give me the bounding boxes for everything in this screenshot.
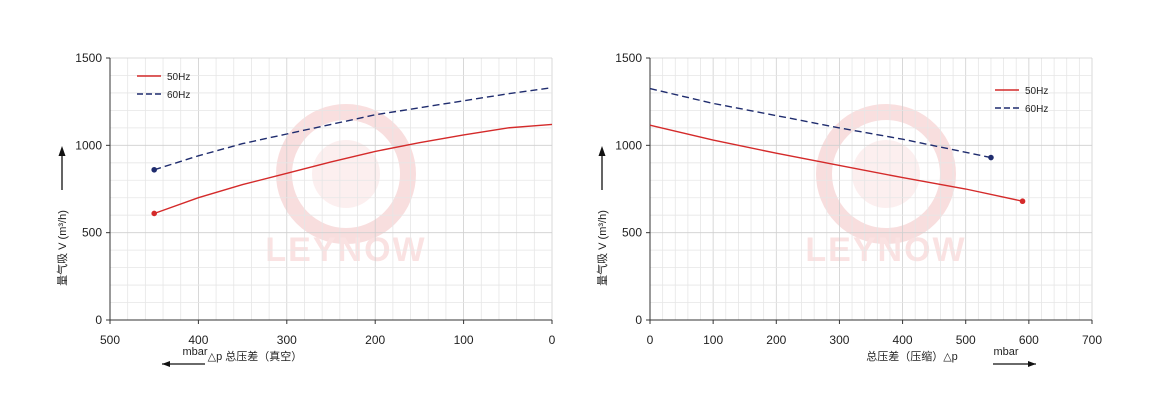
- y-tick-label: 0: [95, 313, 102, 327]
- y-axis-label: 量气吸 V (m³/h): [595, 210, 609, 286]
- x-tick-label: 200: [365, 333, 385, 347]
- x-tick-label: 400: [188, 333, 208, 347]
- x-unit-arrowhead: [1028, 361, 1036, 367]
- series-endpoint-60hz: [151, 166, 157, 173]
- x-tick-label: 0: [647, 333, 654, 347]
- x-tick-label: 400: [893, 333, 913, 347]
- y-tick-label: 1500: [615, 51, 642, 65]
- x-unit-arrowhead: [162, 361, 170, 367]
- y-tick-label: 500: [622, 226, 642, 240]
- y-tick-label: 1000: [615, 138, 642, 152]
- series-line-60hz: [649, 87, 992, 159]
- series-endpoint-50hz: [151, 210, 157, 217]
- series-line-50hz: [649, 124, 1023, 202]
- grid: [109, 57, 553, 321]
- x-tick-label: 500: [100, 333, 120, 347]
- watermark-ring: [816, 104, 956, 244]
- legend-label: 50Hz: [167, 72, 190, 83]
- x-axis-label: 总压差（压缩）△p: [866, 349, 958, 363]
- x-tick-label: 300: [277, 333, 297, 347]
- series-endpoint-60hz: [988, 154, 994, 161]
- legend: 50Hz 60Hz: [137, 72, 190, 101]
- legend: 50Hz 60Hz: [995, 86, 1048, 115]
- series-line-50hz: [153, 123, 553, 215]
- x-tick-label: 100: [703, 333, 723, 347]
- x-unit-label: mbar: [993, 346, 1018, 358]
- y-axis-arrowhead: [58, 146, 66, 156]
- y-tick-label: 1500: [75, 51, 102, 65]
- y-tick-label: 0: [635, 313, 642, 327]
- x-tick-label: 500: [956, 333, 976, 347]
- x-tick-label: 200: [766, 333, 786, 347]
- x-tick-label: 0: [549, 333, 556, 347]
- watermark-logo: LEYNOW: [805, 104, 965, 269]
- x-tick-label: 100: [454, 333, 474, 347]
- x-axis-label: △p 总压差（真空）: [208, 349, 303, 363]
- watermark-logo: LEYNOW: [265, 104, 425, 269]
- x-tick-label: 600: [1019, 333, 1039, 347]
- x-tick-label: 300: [829, 333, 849, 347]
- watermark-core: [312, 140, 380, 208]
- chart-2: LEYNOW 0 100 200 300 400 500 600 700 0 500 1000 1500…: [595, 51, 1102, 367]
- y-tick-label: 500: [82, 226, 102, 240]
- series-endpoint-50hz: [1019, 198, 1026, 205]
- y-axis-label: 量气吸 V (m³/h): [55, 210, 69, 286]
- legend-label: 60Hz: [167, 90, 190, 101]
- legend-label: 60Hz: [1025, 104, 1048, 115]
- y-axis-arrowhead: [598, 146, 606, 156]
- y-tick-label: 1000: [75, 138, 102, 152]
- series-line-60hz: [153, 87, 553, 171]
- grid: [649, 57, 1093, 321]
- x-tick-label: 700: [1082, 333, 1102, 347]
- x-unit-label: mbar: [182, 346, 207, 358]
- legend-label: 50Hz: [1025, 86, 1048, 97]
